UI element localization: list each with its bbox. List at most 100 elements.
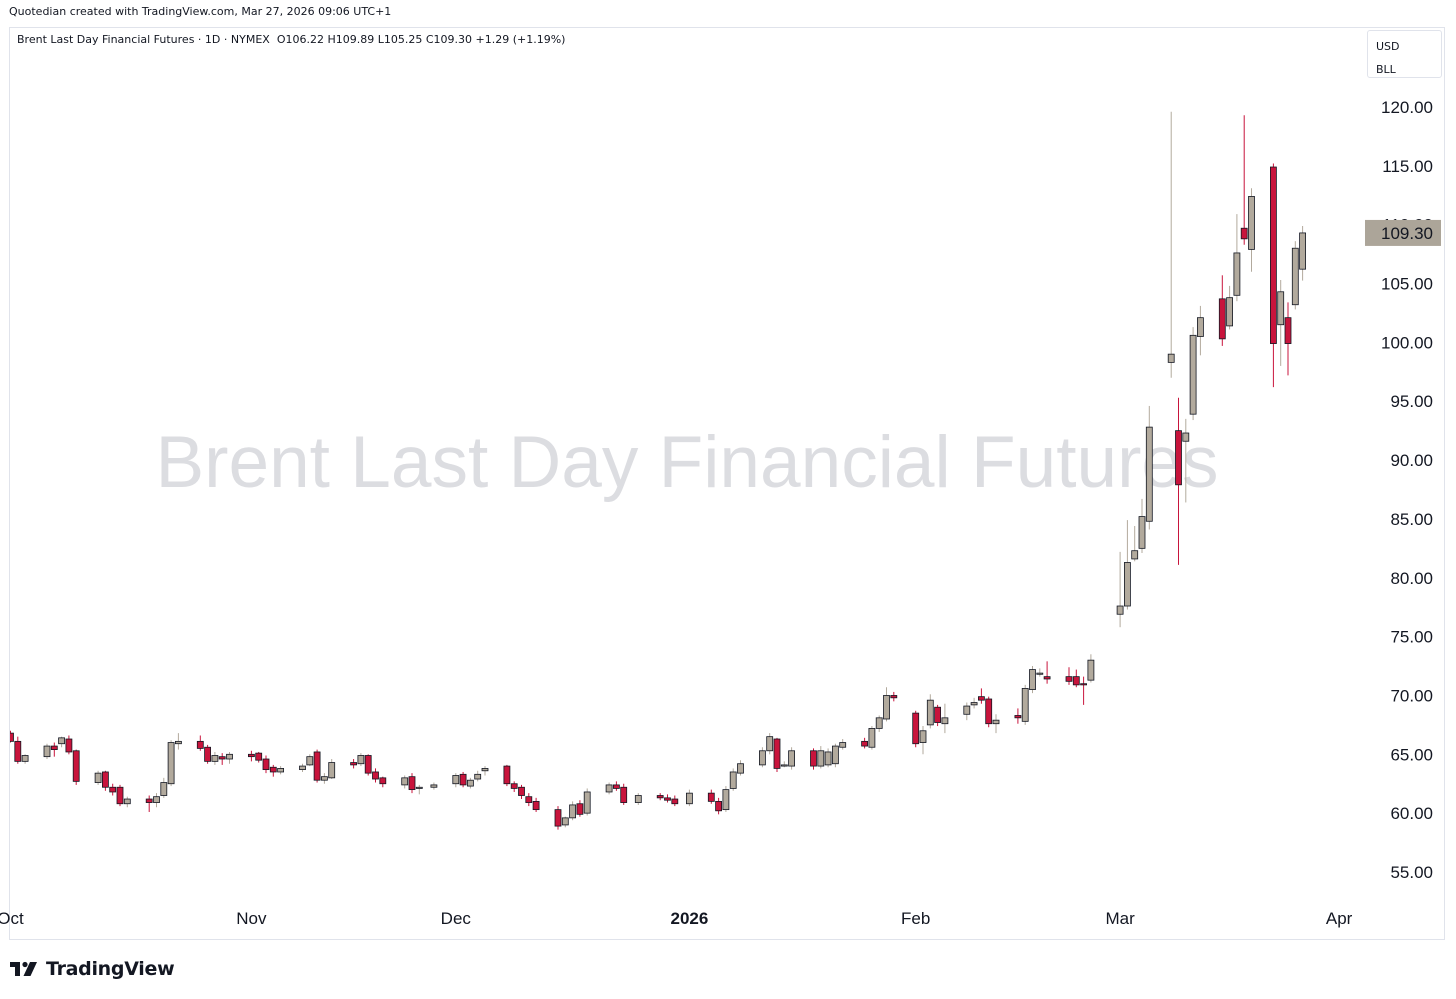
candle <box>65 735 73 755</box>
candle-body <box>1291 247 1299 306</box>
candle <box>123 796 131 808</box>
price-tick-label: 80.00 <box>1390 569 1433 588</box>
candle <box>1182 418 1190 503</box>
candle <box>145 795 153 812</box>
candle-body <box>934 706 941 723</box>
candle-body <box>576 803 584 815</box>
candle-body <box>1299 232 1306 270</box>
candle-body <box>153 796 160 803</box>
candle-body <box>605 784 613 793</box>
candle-body <box>1036 672 1044 675</box>
candle <box>364 754 372 776</box>
candle <box>503 764 511 787</box>
candle <box>569 801 576 821</box>
candle-body <box>277 768 285 773</box>
candle <box>1072 669 1080 688</box>
candle-body <box>459 773 467 786</box>
time-axis[interactable]: Oct Nov Dec 2026 Feb Mar Apr <box>0 909 1353 928</box>
candle-body <box>788 750 795 767</box>
candle-body <box>875 717 883 729</box>
candle <box>218 753 226 765</box>
candle <box>14 736 22 764</box>
candle-body <box>306 756 314 766</box>
candle <box>1145 405 1153 530</box>
candle-body <box>350 762 358 766</box>
candles-layer <box>10 111 1306 830</box>
candle <box>737 760 744 776</box>
candle <box>788 747 795 770</box>
candle-body <box>174 740 182 745</box>
candle <box>72 749 80 785</box>
candle <box>1277 280 1285 366</box>
candle <box>554 806 562 830</box>
price-tick-label: 75.00 <box>1390 628 1433 647</box>
candle-body <box>1189 334 1197 415</box>
candle <box>875 715 883 732</box>
candle-body <box>890 695 898 699</box>
candle-body <box>204 746 212 762</box>
candle-body <box>109 786 117 793</box>
candle <box>817 746 825 769</box>
candle-body <box>313 751 321 781</box>
candle <box>1138 498 1146 554</box>
currency-unit-selector[interactable]: USD BLL <box>1367 30 1442 78</box>
candle-body <box>1029 669 1036 690</box>
candle <box>262 755 270 774</box>
candle-body <box>970 702 978 706</box>
candle <box>1197 305 1204 356</box>
time-tick-label: Oct <box>0 909 24 928</box>
candle <box>408 773 416 794</box>
unit-label[interactable]: BLL <box>1376 63 1396 76</box>
candle-body <box>1218 298 1226 340</box>
candle <box>1248 188 1255 272</box>
candle-body <box>466 779 474 787</box>
candle-body <box>926 699 934 726</box>
candle-body <box>1240 227 1248 240</box>
candle <box>729 768 737 791</box>
candle <box>810 748 817 770</box>
candle <box>1226 285 1233 330</box>
candle <box>773 737 781 772</box>
candle <box>634 793 642 805</box>
candle <box>912 710 920 748</box>
price-tick-label: 120.00 <box>1381 98 1433 117</box>
candle <box>466 777 474 789</box>
candle-body <box>72 750 80 782</box>
currency-label[interactable]: USD <box>1376 40 1400 53</box>
candle-body <box>978 696 985 701</box>
candle-body <box>503 765 511 785</box>
time-tick-label: Mar <box>1105 909 1135 928</box>
candle-body <box>1270 166 1277 344</box>
candle-body <box>656 795 664 799</box>
candle <box>1014 708 1022 724</box>
candle-body <box>372 771 379 780</box>
candle-body <box>883 695 890 720</box>
candle <box>510 781 518 792</box>
candle <box>525 793 533 807</box>
candle-body <box>832 745 839 765</box>
candle-body <box>861 740 868 747</box>
candle <box>174 733 182 750</box>
candle <box>883 687 890 722</box>
candle <box>759 747 766 768</box>
candle <box>320 773 328 784</box>
candle <box>1233 214 1241 302</box>
candle-body <box>583 791 591 814</box>
time-tick-label: Nov <box>236 909 267 928</box>
candle <box>10 730 14 743</box>
candle-body <box>364 755 372 774</box>
candle <box>379 776 387 788</box>
candle-body <box>1087 659 1095 681</box>
candle-body <box>569 804 576 819</box>
candle <box>306 754 314 767</box>
candle-body <box>50 745 58 750</box>
chart-frame <box>9 27 1445 940</box>
candle-body <box>474 773 482 780</box>
candle-body <box>226 753 233 760</box>
price-axis[interactable]: 55.00 60.00 65.00 70.00 75.00 80.00 85.00 90.00… <box>1381 98 1433 882</box>
time-tick-label: Feb <box>901 909 930 928</box>
candle-body <box>452 775 460 785</box>
candle-body <box>664 797 671 801</box>
candle-body <box>1277 291 1285 326</box>
